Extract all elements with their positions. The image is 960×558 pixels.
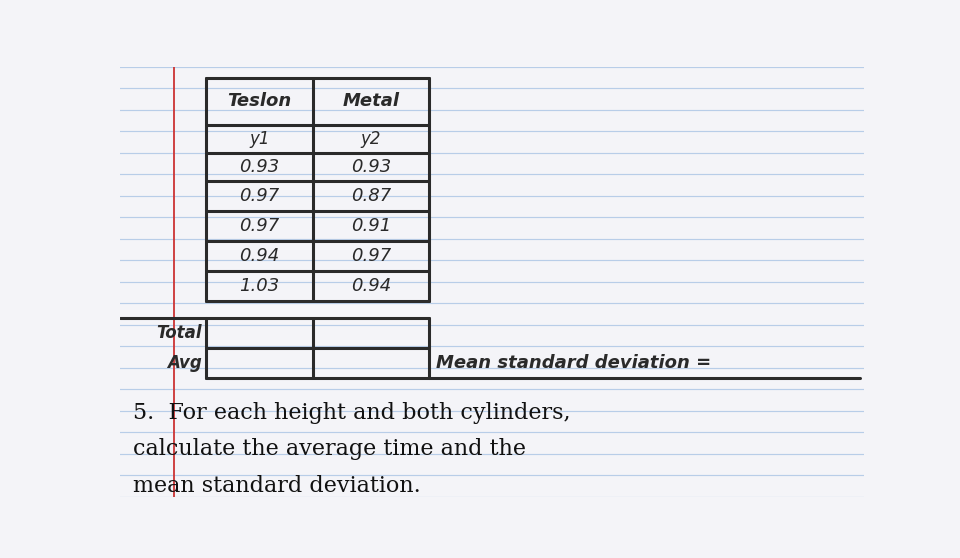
Text: 5.  For each height and both cylinders,: 5. For each height and both cylinders,: [133, 402, 571, 424]
Text: 0.94: 0.94: [239, 247, 279, 265]
Text: y1: y1: [250, 130, 270, 148]
Text: y2: y2: [361, 130, 381, 148]
Text: 1.03: 1.03: [239, 277, 279, 295]
Text: Mean standard deviation =: Mean standard deviation =: [436, 354, 711, 372]
Text: Teslon: Teslon: [228, 92, 292, 110]
Text: 0.97: 0.97: [239, 217, 279, 235]
Text: 0.93: 0.93: [239, 158, 279, 176]
Text: 0.93: 0.93: [351, 158, 392, 176]
Text: Metal: Metal: [343, 92, 399, 110]
Text: Avg: Avg: [167, 354, 202, 372]
Text: mean standard deviation.: mean standard deviation.: [133, 475, 421, 497]
Text: Total: Total: [156, 324, 202, 343]
Text: 0.97: 0.97: [239, 187, 279, 205]
Text: 0.97: 0.97: [351, 247, 392, 265]
Text: calculate the average time and the: calculate the average time and the: [133, 439, 526, 460]
Text: 0.87: 0.87: [351, 187, 392, 205]
Text: 0.91: 0.91: [351, 217, 392, 235]
Text: 0.94: 0.94: [351, 277, 392, 295]
